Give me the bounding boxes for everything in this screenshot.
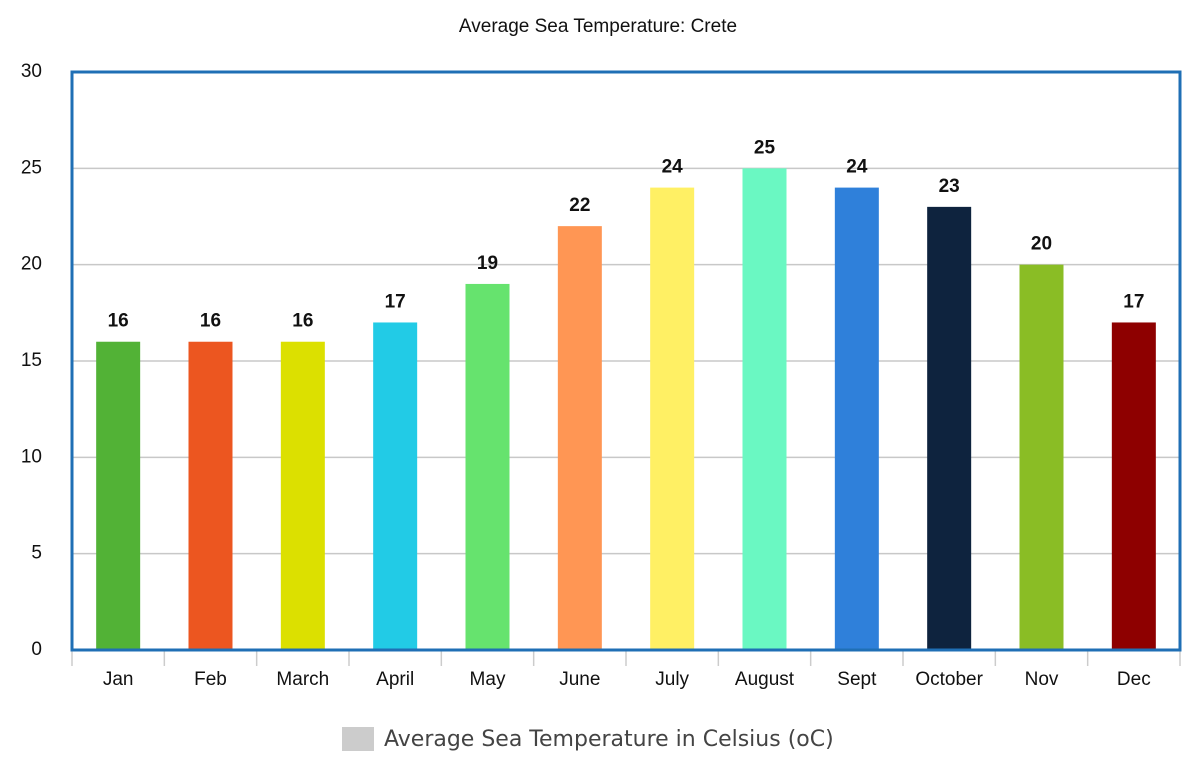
data-label: 25 <box>754 137 776 158</box>
y-tick-label: 20 <box>21 254 42 275</box>
chart-title: Average Sea Temperature: Crete <box>459 16 737 37</box>
plot-border <box>70 70 1182 652</box>
data-label: 22 <box>569 195 590 216</box>
data-label: 19 <box>477 253 498 274</box>
bar <box>280 341 325 650</box>
x-tick-label: April <box>376 669 414 690</box>
y-tick-label: 25 <box>21 157 42 178</box>
x-tick-label: May <box>470 669 506 690</box>
data-label: 20 <box>1031 234 1052 255</box>
legend-label: Average Sea Temperature in Celsius (oC) <box>384 727 834 752</box>
x-tick-label: March <box>276 669 329 690</box>
data-label: 16 <box>108 311 129 332</box>
x-tick-label: July <box>655 669 689 690</box>
y-tick-label: 0 <box>31 639 42 660</box>
y-tick-label: 15 <box>21 350 42 371</box>
bar <box>1019 264 1064 650</box>
bar <box>188 341 233 650</box>
x-tick-label: Feb <box>194 669 227 690</box>
data-label: 23 <box>939 176 960 197</box>
bar <box>742 168 787 651</box>
x-tick-label: Nov <box>1025 669 1059 690</box>
x-tick-label: Jan <box>103 669 134 690</box>
bar <box>927 206 972 650</box>
y-tick-label: 5 <box>31 543 42 564</box>
bar <box>650 187 695 650</box>
bar <box>373 322 418 650</box>
x-tick-label: Dec <box>1117 669 1151 690</box>
bar <box>834 187 879 650</box>
data-label: 17 <box>1123 291 1144 312</box>
bar <box>96 341 141 650</box>
y-tick-label: 10 <box>21 446 42 467</box>
bar <box>1111 322 1156 650</box>
x-tick-label: June <box>559 669 600 690</box>
bar <box>557 226 602 650</box>
data-label: 16 <box>292 311 313 332</box>
x-tick-label: August <box>735 669 795 690</box>
data-label: 16 <box>200 311 221 332</box>
x-tick-label: Sept <box>837 669 877 690</box>
bar <box>465 283 510 650</box>
data-label: 24 <box>662 157 684 178</box>
y-tick-label: 30 <box>21 61 42 82</box>
data-label: 24 <box>846 157 868 178</box>
legend-swatch <box>342 727 374 751</box>
x-tick-label: October <box>915 669 983 690</box>
data-label: 17 <box>385 291 406 312</box>
